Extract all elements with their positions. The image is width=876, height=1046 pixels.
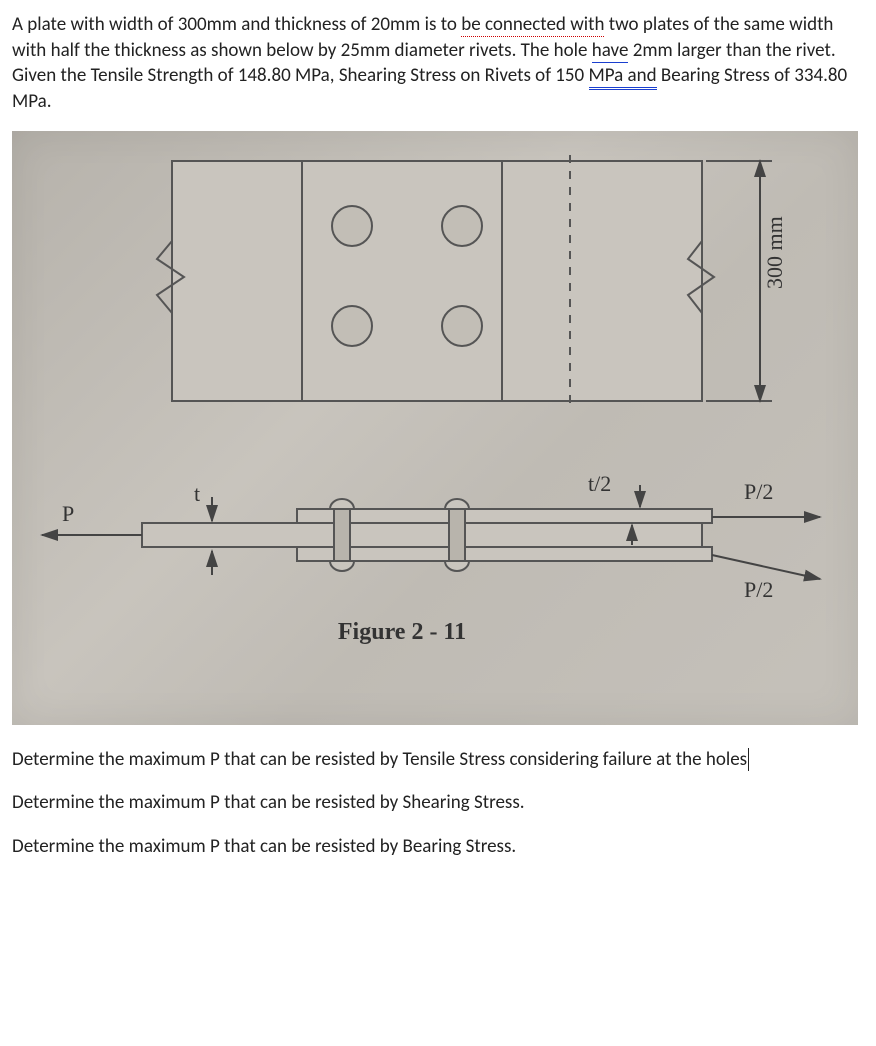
rivet-hole: [332, 306, 372, 346]
question-list: Determine the maximum P that can be resi…: [12, 747, 864, 860]
grammar-underline: MPa and: [589, 64, 657, 88]
rivet: [330, 499, 354, 571]
plate-outline: [172, 161, 702, 401]
rivet-hole: [442, 306, 482, 346]
question-text: Determine the maximum P that can be resi…: [12, 748, 747, 771]
rivet-hole: [442, 206, 482, 246]
text: A plate with width of 300mm and thicknes…: [12, 13, 461, 36]
label-P2-bot: P/2: [744, 577, 773, 602]
side-view: P P/2 P/2 t t/2 Figure 2 - 11: [42, 471, 820, 645]
spellcheck-underline: be connected with: [461, 13, 604, 37]
figure-caption: Figure 2 - 11: [338, 619, 466, 645]
figure-photo: 300 mm P P/: [12, 131, 858, 725]
question-1: Determine the maximum P that can be resi…: [12, 747, 864, 773]
problem-statement: A plate with width of 300mm and thicknes…: [12, 12, 864, 115]
main-plate: [142, 523, 702, 547]
label-thalf: t/2: [588, 471, 611, 496]
rivet: [445, 499, 469, 571]
grammar-underline: have: [592, 39, 629, 63]
question-3: Determine the maximum P that can be resi…: [12, 834, 864, 860]
label-t: t: [194, 481, 200, 506]
cover-plate-bottom: [297, 547, 712, 561]
label-P2-top: P/2: [744, 479, 773, 504]
cover-plate-top: [297, 509, 712, 523]
load-arrow-P2-bot: [712, 555, 820, 579]
text-cursor: [747, 748, 749, 771]
plan-view: 300 mm: [157, 155, 787, 407]
figure-svg: 300 mm P P/: [12, 131, 858, 725]
label-P: P: [62, 501, 74, 526]
rivet-hole: [332, 206, 372, 246]
question-2: Determine the maximum P that can be resi…: [12, 790, 864, 816]
dim-label-width: 300 mm: [762, 216, 787, 289]
